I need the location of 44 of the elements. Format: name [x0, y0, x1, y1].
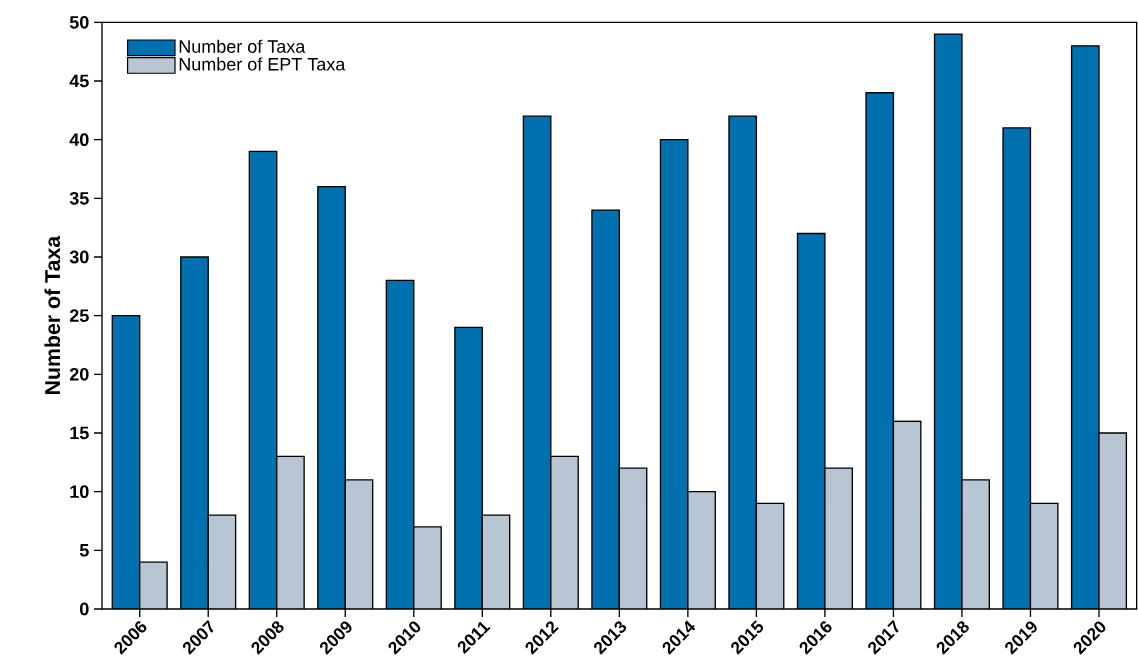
bar: [413, 526, 442, 609]
bar: [756, 503, 784, 609]
y-tick-label: 10: [70, 485, 89, 499]
bar: [1070, 45, 1100, 609]
y-tick-label: 5: [79, 544, 89, 557]
bar: [866, 92, 894, 609]
bar: [112, 315, 140, 609]
bar: [208, 515, 236, 609]
bar: [893, 421, 921, 609]
bar: [482, 515, 510, 609]
bar: [386, 280, 414, 609]
y-tick-label: 30: [69, 250, 89, 264]
y-tick-label: 25: [69, 309, 89, 323]
legend-label: Number of Taxa: [179, 39, 306, 53]
bar: [660, 139, 688, 609]
bar: [550, 456, 579, 609]
bar: [1098, 432, 1128, 609]
y-tick-label: 15: [70, 426, 89, 440]
y-axis-title: Number of Taxa: [44, 235, 61, 395]
y-tick-label: 0: [80, 602, 89, 616]
bar: [1003, 127, 1031, 609]
bar: [276, 456, 305, 609]
bar: [961, 479, 990, 609]
legend-label: Number of EPT Taxa: [179, 57, 346, 71]
bar: [180, 256, 209, 609]
y-tick-label: 40: [69, 133, 89, 147]
bar: [523, 116, 551, 609]
bar: [728, 116, 757, 609]
bar: [687, 491, 716, 609]
bar: [1030, 503, 1058, 609]
bar: [454, 327, 483, 609]
y-tick-label: 50: [69, 15, 89, 29]
bar: [249, 151, 277, 609]
y-tick-label: 45: [69, 74, 89, 88]
bar: [619, 468, 647, 609]
bar: [934, 34, 962, 609]
bar: [824, 468, 853, 609]
y-tick-label: 35: [69, 191, 89, 205]
bar: [345, 479, 373, 609]
bar: [317, 186, 346, 609]
y-tick-label: 20: [69, 367, 89, 381]
bar: [139, 562, 168, 609]
bar: [797, 233, 825, 609]
bar: [591, 210, 620, 609]
